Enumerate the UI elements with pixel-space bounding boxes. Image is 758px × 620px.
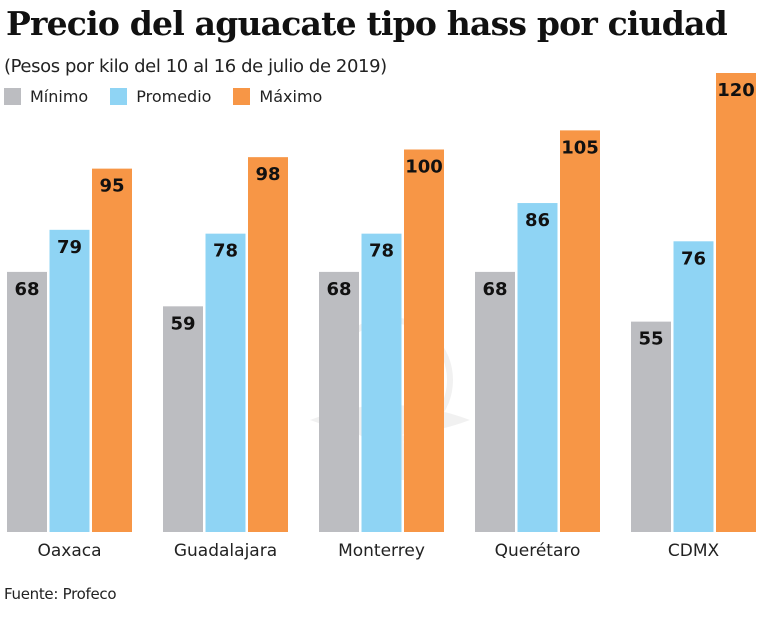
bar-monterrey-maximo [404,149,444,532]
bar-cdmx-minimo [631,321,671,532]
data-label-cdmx-maximo: 120 [717,80,755,101]
data-label-monterrey-maximo: 100 [405,157,443,178]
bar-queretaro-minimo [475,271,515,532]
legend-swatch-minimo [4,88,21,105]
data-label-guadalajara-promedio: 78 [213,241,238,262]
legend-label-maximo: Máximo [259,87,323,106]
legend-item-minimo: Mínimo [4,87,88,106]
legend-item-promedio: Promedio [110,87,211,106]
data-label-cdmx-promedio: 76 [681,248,706,269]
legend-swatch-maximo [233,88,251,105]
chart-title: Precio del aguacate tipo hass por ciudad [6,4,728,43]
data-label-oaxaca-maximo: 95 [99,176,124,197]
bar-monterrey-minimo [319,271,359,532]
legend: Mínimo Promedio Máximo [4,87,344,106]
source-note: Fuente: Profeco [4,585,117,603]
bar-oaxaca-maximo [92,168,132,532]
bar-oaxaca-minimo [7,271,47,532]
data-label-queretaro-maximo: 105 [561,137,599,158]
bar-cdmx-promedio [673,241,714,533]
legend-item-maximo: Máximo [233,87,322,106]
category-label-cdmx: CDMX [668,541,720,561]
legend-swatch-promedio [110,88,128,105]
bar-queretaro-promedio [517,203,558,533]
data-label-guadalajara-minimo: 59 [170,313,195,334]
bar-guadalajara-minimo [163,306,203,532]
category-label-queretaro: Querétaro [495,541,581,561]
category-label-guadalajara: Guadalajara [174,541,277,561]
chart-subtitle: (Pesos por kilo del 10 al 16 de julio de… [4,56,387,77]
bar-guadalajara-promedio [205,233,246,532]
data-label-guadalajara-maximo: 98 [255,164,280,185]
data-label-monterrey-minimo: 68 [326,279,351,300]
data-label-queretaro-minimo: 68 [482,279,507,300]
bar-guadalajara-maximo [248,157,288,532]
bar-queretaro-maximo [560,130,600,532]
data-label-queretaro-promedio: 86 [525,210,550,231]
data-label-cdmx-minimo: 55 [638,329,663,350]
bar-cdmx-maximo [716,73,756,532]
legend-label-promedio: Promedio [136,87,212,106]
bar-monterrey-promedio [361,233,402,532]
bar-oaxaca-promedio [49,229,90,532]
data-label-oaxaca-minimo: 68 [14,279,39,300]
data-label-monterrey-promedio: 78 [369,241,394,262]
legend-label-minimo: Mínimo [30,87,89,106]
category-label-oaxaca: Oaxaca [37,541,101,561]
category-label-monterrey: Monterrey [338,541,425,561]
data-label-oaxaca-promedio: 79 [57,237,82,258]
